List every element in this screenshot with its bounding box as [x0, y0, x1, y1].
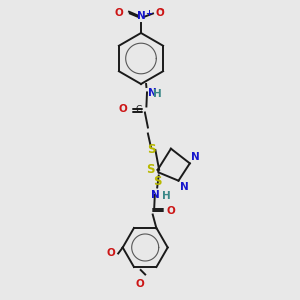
Text: -: -	[160, 5, 164, 15]
Text: S: S	[148, 143, 156, 157]
Text: N: N	[151, 190, 160, 200]
Text: N: N	[148, 88, 157, 98]
Text: N: N	[180, 182, 189, 192]
Text: S: S	[153, 176, 161, 188]
Text: S: S	[146, 164, 154, 176]
Text: O: O	[114, 8, 123, 18]
Text: N: N	[191, 152, 200, 162]
Text: +: +	[145, 9, 152, 18]
Text: H: H	[153, 89, 162, 99]
Text: O: O	[135, 279, 144, 289]
Text: O: O	[106, 248, 115, 259]
Text: C: C	[136, 105, 142, 114]
Text: N: N	[136, 11, 146, 21]
Text: H: H	[162, 191, 171, 201]
Text: O: O	[119, 104, 128, 115]
Text: O: O	[166, 206, 175, 216]
Text: O: O	[156, 8, 165, 18]
